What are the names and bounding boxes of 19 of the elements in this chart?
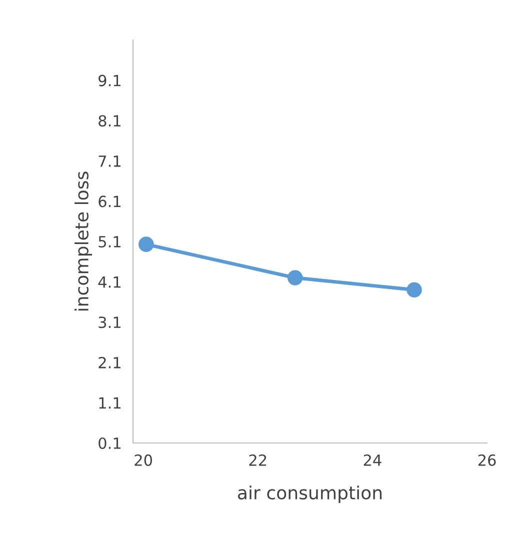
- y-tick-label: 5.1: [98, 236, 120, 248]
- y-tick-label: 8.1: [98, 115, 120, 127]
- y-tick-label: 4.1: [98, 276, 120, 288]
- y-tick-label: 2.1: [98, 356, 120, 368]
- x-axis-title: air consumption: [238, 486, 382, 504]
- x-tick-label: 26: [478, 454, 496, 466]
- point: [138, 236, 154, 252]
- x-tick-label: 22: [249, 454, 266, 466]
- x-tick-label: 20: [134, 454, 152, 466]
- y-tick-label: 3.1: [98, 316, 120, 328]
- y-tick-label: 1.1: [99, 397, 120, 409]
- y-tick-label: 7.1: [98, 156, 120, 167]
- y-axis-title: incomplete loss: [74, 172, 92, 311]
- y-tick-label: 9.1: [98, 74, 120, 86]
- point: [287, 270, 303, 286]
- point: [406, 282, 422, 298]
- y-tick-label: 0.1: [98, 437, 120, 450]
- x-tick-label: 24: [364, 454, 382, 466]
- y-tick-label: 6.1: [98, 196, 120, 208]
